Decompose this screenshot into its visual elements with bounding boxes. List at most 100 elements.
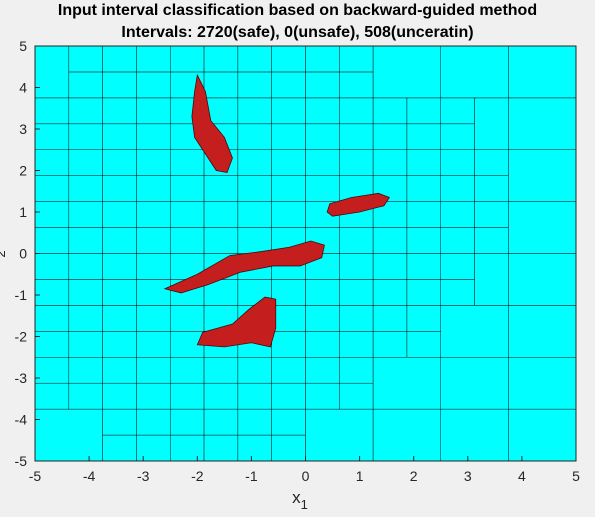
safe-interval xyxy=(34,331,70,358)
safe-interval xyxy=(305,331,340,358)
safe-interval xyxy=(474,253,509,306)
safe-interval xyxy=(237,45,272,73)
safe-interval xyxy=(339,227,374,254)
safe-interval xyxy=(237,97,272,125)
safe-interval xyxy=(440,149,475,176)
safe-interval xyxy=(440,175,475,202)
x-tick-label: 0 xyxy=(302,468,310,484)
safe-interval xyxy=(305,149,340,176)
safe-interval xyxy=(136,175,171,202)
safe-interval xyxy=(339,305,374,332)
safe-interval xyxy=(102,382,137,410)
safe-interval xyxy=(102,357,137,384)
safe-interval xyxy=(271,71,306,99)
safe-interval xyxy=(406,279,441,306)
safe-interval xyxy=(440,97,475,125)
safe-interval xyxy=(102,201,137,228)
safe-interval xyxy=(68,227,103,254)
safe-interval xyxy=(271,201,306,228)
safe-interval xyxy=(305,382,340,410)
safe-interval xyxy=(170,175,205,202)
x-tick-label: 3 xyxy=(464,468,472,484)
safe-interval xyxy=(305,97,340,125)
safe-interval xyxy=(237,434,272,462)
safe-interval xyxy=(406,331,441,358)
safe-interval xyxy=(305,408,374,462)
safe-interval xyxy=(440,408,509,462)
safe-interval xyxy=(508,97,577,150)
safe-interval xyxy=(68,253,103,280)
y-axis-label: 2 xyxy=(0,250,8,257)
safe-interval xyxy=(136,97,171,125)
safe-interval xyxy=(406,305,441,332)
safe-interval xyxy=(136,71,171,99)
chart-title: Input interval classification based on b… xyxy=(57,2,538,19)
safe-interval xyxy=(34,382,70,410)
y-tick-label: -2 xyxy=(15,329,28,345)
safe-interval xyxy=(136,227,171,254)
safe-interval xyxy=(170,149,205,176)
safe-interval xyxy=(203,175,239,202)
safe-interval xyxy=(271,382,306,410)
safe-interval xyxy=(406,97,441,125)
safe-interval xyxy=(102,331,137,358)
safe-interval xyxy=(440,305,509,358)
safe-interval xyxy=(372,305,408,332)
safe-interval xyxy=(372,357,441,410)
safe-interval xyxy=(136,382,171,410)
x-tick-label: 5 xyxy=(572,468,580,484)
safe-interval xyxy=(237,382,272,410)
safe-interval xyxy=(34,149,70,176)
safe-interval xyxy=(237,357,272,384)
safe-interval xyxy=(237,71,272,99)
x-tick-label: -5 xyxy=(29,468,42,484)
safe-interval xyxy=(68,382,103,410)
safe-interval xyxy=(474,227,509,254)
safe-interval xyxy=(136,45,171,73)
safe-interval xyxy=(508,357,577,410)
x-tick-label: -3 xyxy=(137,468,150,484)
safe-interval xyxy=(102,123,137,150)
safe-interval xyxy=(68,45,103,73)
safe-interval xyxy=(440,279,475,306)
y-tick-label: 2 xyxy=(19,163,27,179)
safe-interval xyxy=(203,227,239,254)
safe-interval xyxy=(136,279,171,306)
safe-interval xyxy=(102,305,137,332)
safe-interval xyxy=(474,201,509,228)
uncertain-region-lower xyxy=(196,296,277,348)
safe-interval xyxy=(406,253,441,280)
y-tick-label: 1 xyxy=(19,204,27,220)
safe-interval xyxy=(406,123,441,150)
safe-interval xyxy=(508,408,577,462)
safe-interval xyxy=(508,305,577,358)
safe-interval xyxy=(102,45,137,73)
safe-interval xyxy=(305,357,340,384)
x-tick-label: 1 xyxy=(356,468,364,484)
x-tick-label: -2 xyxy=(191,468,204,484)
safe-interval xyxy=(68,97,103,125)
safe-interval xyxy=(339,123,374,150)
safe-interval xyxy=(271,97,306,125)
safe-interval xyxy=(339,45,374,73)
chart-subtitle: Intervals: 2720(safe), 0(unsafe), 508(un… xyxy=(121,24,474,41)
safe-interval xyxy=(34,45,70,99)
safe-interval xyxy=(170,201,205,228)
safe-interval xyxy=(305,123,340,150)
safe-interval xyxy=(508,253,577,306)
safe-interval xyxy=(170,434,205,462)
safe-interval xyxy=(68,357,103,384)
safe-interval xyxy=(237,175,272,202)
safe-interval xyxy=(271,45,306,73)
y-tick-label: -1 xyxy=(15,287,28,303)
x-tick-label: -4 xyxy=(83,468,96,484)
safe-interval xyxy=(372,253,408,280)
safe-interval xyxy=(102,71,137,99)
uncertain-region-upper-right xyxy=(326,192,390,217)
safe-interval xyxy=(237,408,272,436)
safe-interval xyxy=(406,227,441,254)
safe-interval xyxy=(136,331,171,358)
safe-interval xyxy=(136,201,171,228)
